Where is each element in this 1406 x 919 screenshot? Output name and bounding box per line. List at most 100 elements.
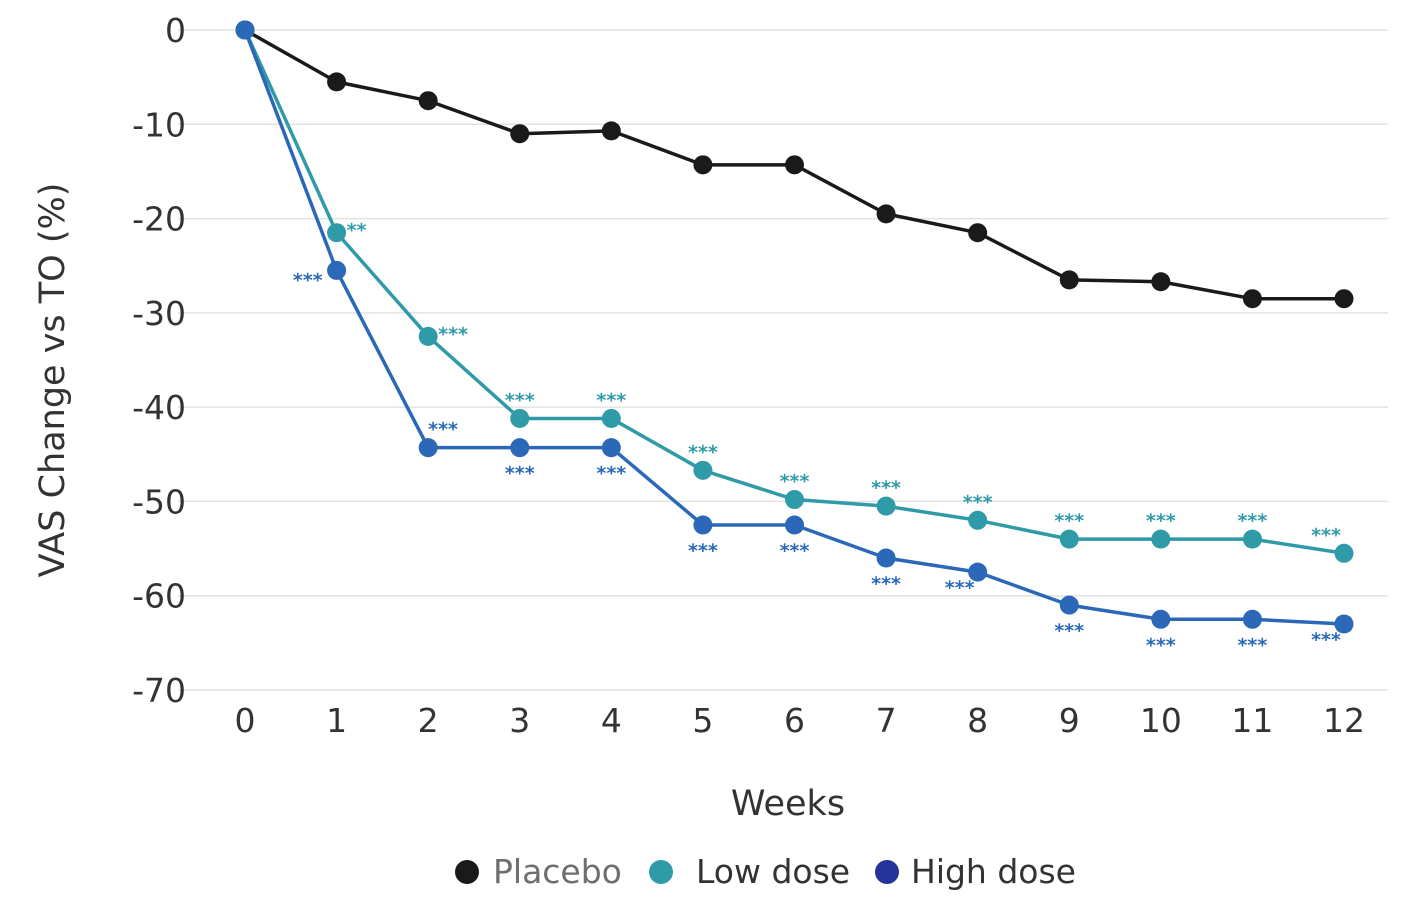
legend-item-low-dose: Low dose [649,852,850,891]
high-dose-point [510,438,530,458]
legend: Placebo Low dose High dose [455,852,1076,891]
series-placebo [235,20,1354,309]
x-tick-label: 1 [326,701,347,740]
legend-swatch-placebo [455,860,479,884]
y-tick-label: -70 [132,671,186,710]
placebo-point [1334,289,1354,309]
low-dose-significance-label: *** [1311,524,1341,546]
high-dose-point [1151,609,1171,629]
x-tick-label: 10 [1140,701,1182,740]
high-dose-point [1334,614,1354,634]
high-dose-significance-label: *** [596,463,626,485]
legend-item-high-dose: High dose [875,852,1076,891]
x-tick-label: 0 [235,701,256,740]
x-tick-label: 3 [509,701,530,740]
x-tick-label: 2 [418,701,439,740]
x-tick-label: 12 [1323,701,1365,740]
high-dose-point [785,515,804,535]
high-dose-point [693,515,713,535]
y-tick-label: -20 [132,200,186,239]
high-dose-significance-label: *** [428,419,458,441]
low-dose-point [693,460,713,480]
placebo-point [876,204,896,224]
low-dose-significance-label: *** [1054,510,1084,532]
high-dose-point [601,438,621,458]
series-layer [235,20,1354,634]
x-axis-title: Weeks [731,784,845,824]
low-dose-significance-label: *** [1238,510,1268,532]
low-dose-significance-label: *** [688,441,718,463]
high-dose-point [418,438,438,458]
high-dose-significance-label: *** [1146,634,1176,656]
y-tick-label: -40 [132,388,186,427]
y-axis-ticks: 0 -10 -20 -30 -40 -50 -60 -70 [132,11,186,710]
x-tick-label: 9 [1059,701,1080,740]
high-dose-line [243,29,1345,626]
series-high-dose [235,20,1354,634]
legend-item-placebo: Placebo [455,852,622,891]
high-dose-point [1242,609,1262,629]
high-dose-significance-label: *** [1054,620,1084,642]
high-dose-significance-label: *** [871,573,901,595]
y-tick-label: -50 [132,482,186,521]
legend-swatch-low-dose [649,860,673,884]
x-tick-label: 5 [692,701,713,740]
low-dose-point [418,326,438,346]
high-dose-significance-label: *** [1311,629,1341,651]
placebo-point [1151,272,1171,292]
low-dose-point [968,510,988,530]
legend-swatch-high-dose [875,860,899,884]
low-dose-significance-label: *** [780,471,810,493]
legend-label-placebo: Placebo [493,852,622,891]
x-tick-label: 11 [1231,701,1273,740]
low-dose-point [785,490,804,510]
legend-label-high-dose: High dose [911,852,1076,891]
high-dose-significance-label: *** [945,577,975,599]
x-axis-ticks: 0 1 2 3 4 5 6 7 8 9 10 11 12 [235,701,1366,740]
low-dose-point [601,408,621,428]
low-dose-significance-label: *** [505,389,535,411]
x-tick-label: 8 [967,701,988,740]
low-dose-point [1334,543,1354,563]
placebo-point [1242,289,1262,309]
high-dose-significance-label: *** [688,540,718,562]
low-dose-point [1242,529,1262,549]
placebo-point [693,155,713,175]
x-tick-label: 4 [601,701,622,740]
high-dose-significance-label: *** [293,269,323,291]
y-tick-label: -60 [132,577,186,616]
legend-label-low-dose: Low dose [696,852,850,891]
x-tick-label: 6 [784,701,805,740]
low-dose-significance-label: *** [438,323,468,345]
high-dose-significance-label: *** [1238,634,1268,656]
low-dose-point [1151,529,1171,549]
placebo-point [785,155,804,175]
low-dose-point [876,496,896,516]
grid-layer [178,29,1388,691]
series-low-dose [235,20,1354,563]
low-dose-point [327,223,347,243]
high-dose-significance-label: *** [505,463,535,485]
y-axis-title: VAS Change vs TO (%) [33,183,73,578]
placebo-point [510,124,530,144]
high-dose-point [1059,595,1079,615]
low-dose-point [510,408,530,428]
high-dose-significance-label: *** [780,540,810,562]
y-tick-label: -10 [132,105,186,144]
placebo-point [968,223,988,243]
low-dose-significance-label: *** [596,389,626,411]
annotation-layer: ******** ********* ********* *** ***********… [293,220,1341,657]
low-dose-significance-label: *** [1146,510,1176,532]
placebo-point [601,121,621,141]
high-dose-point [235,20,255,40]
x-tick-label: 7 [876,701,897,740]
placebo-point [418,91,438,111]
low-dose-point [1059,529,1079,549]
high-dose-point [968,562,988,582]
y-tick-label: -30 [132,294,186,333]
high-dose-point [876,548,896,568]
low-dose-significance-label: ** [347,220,367,242]
high-dose-point [327,260,347,280]
